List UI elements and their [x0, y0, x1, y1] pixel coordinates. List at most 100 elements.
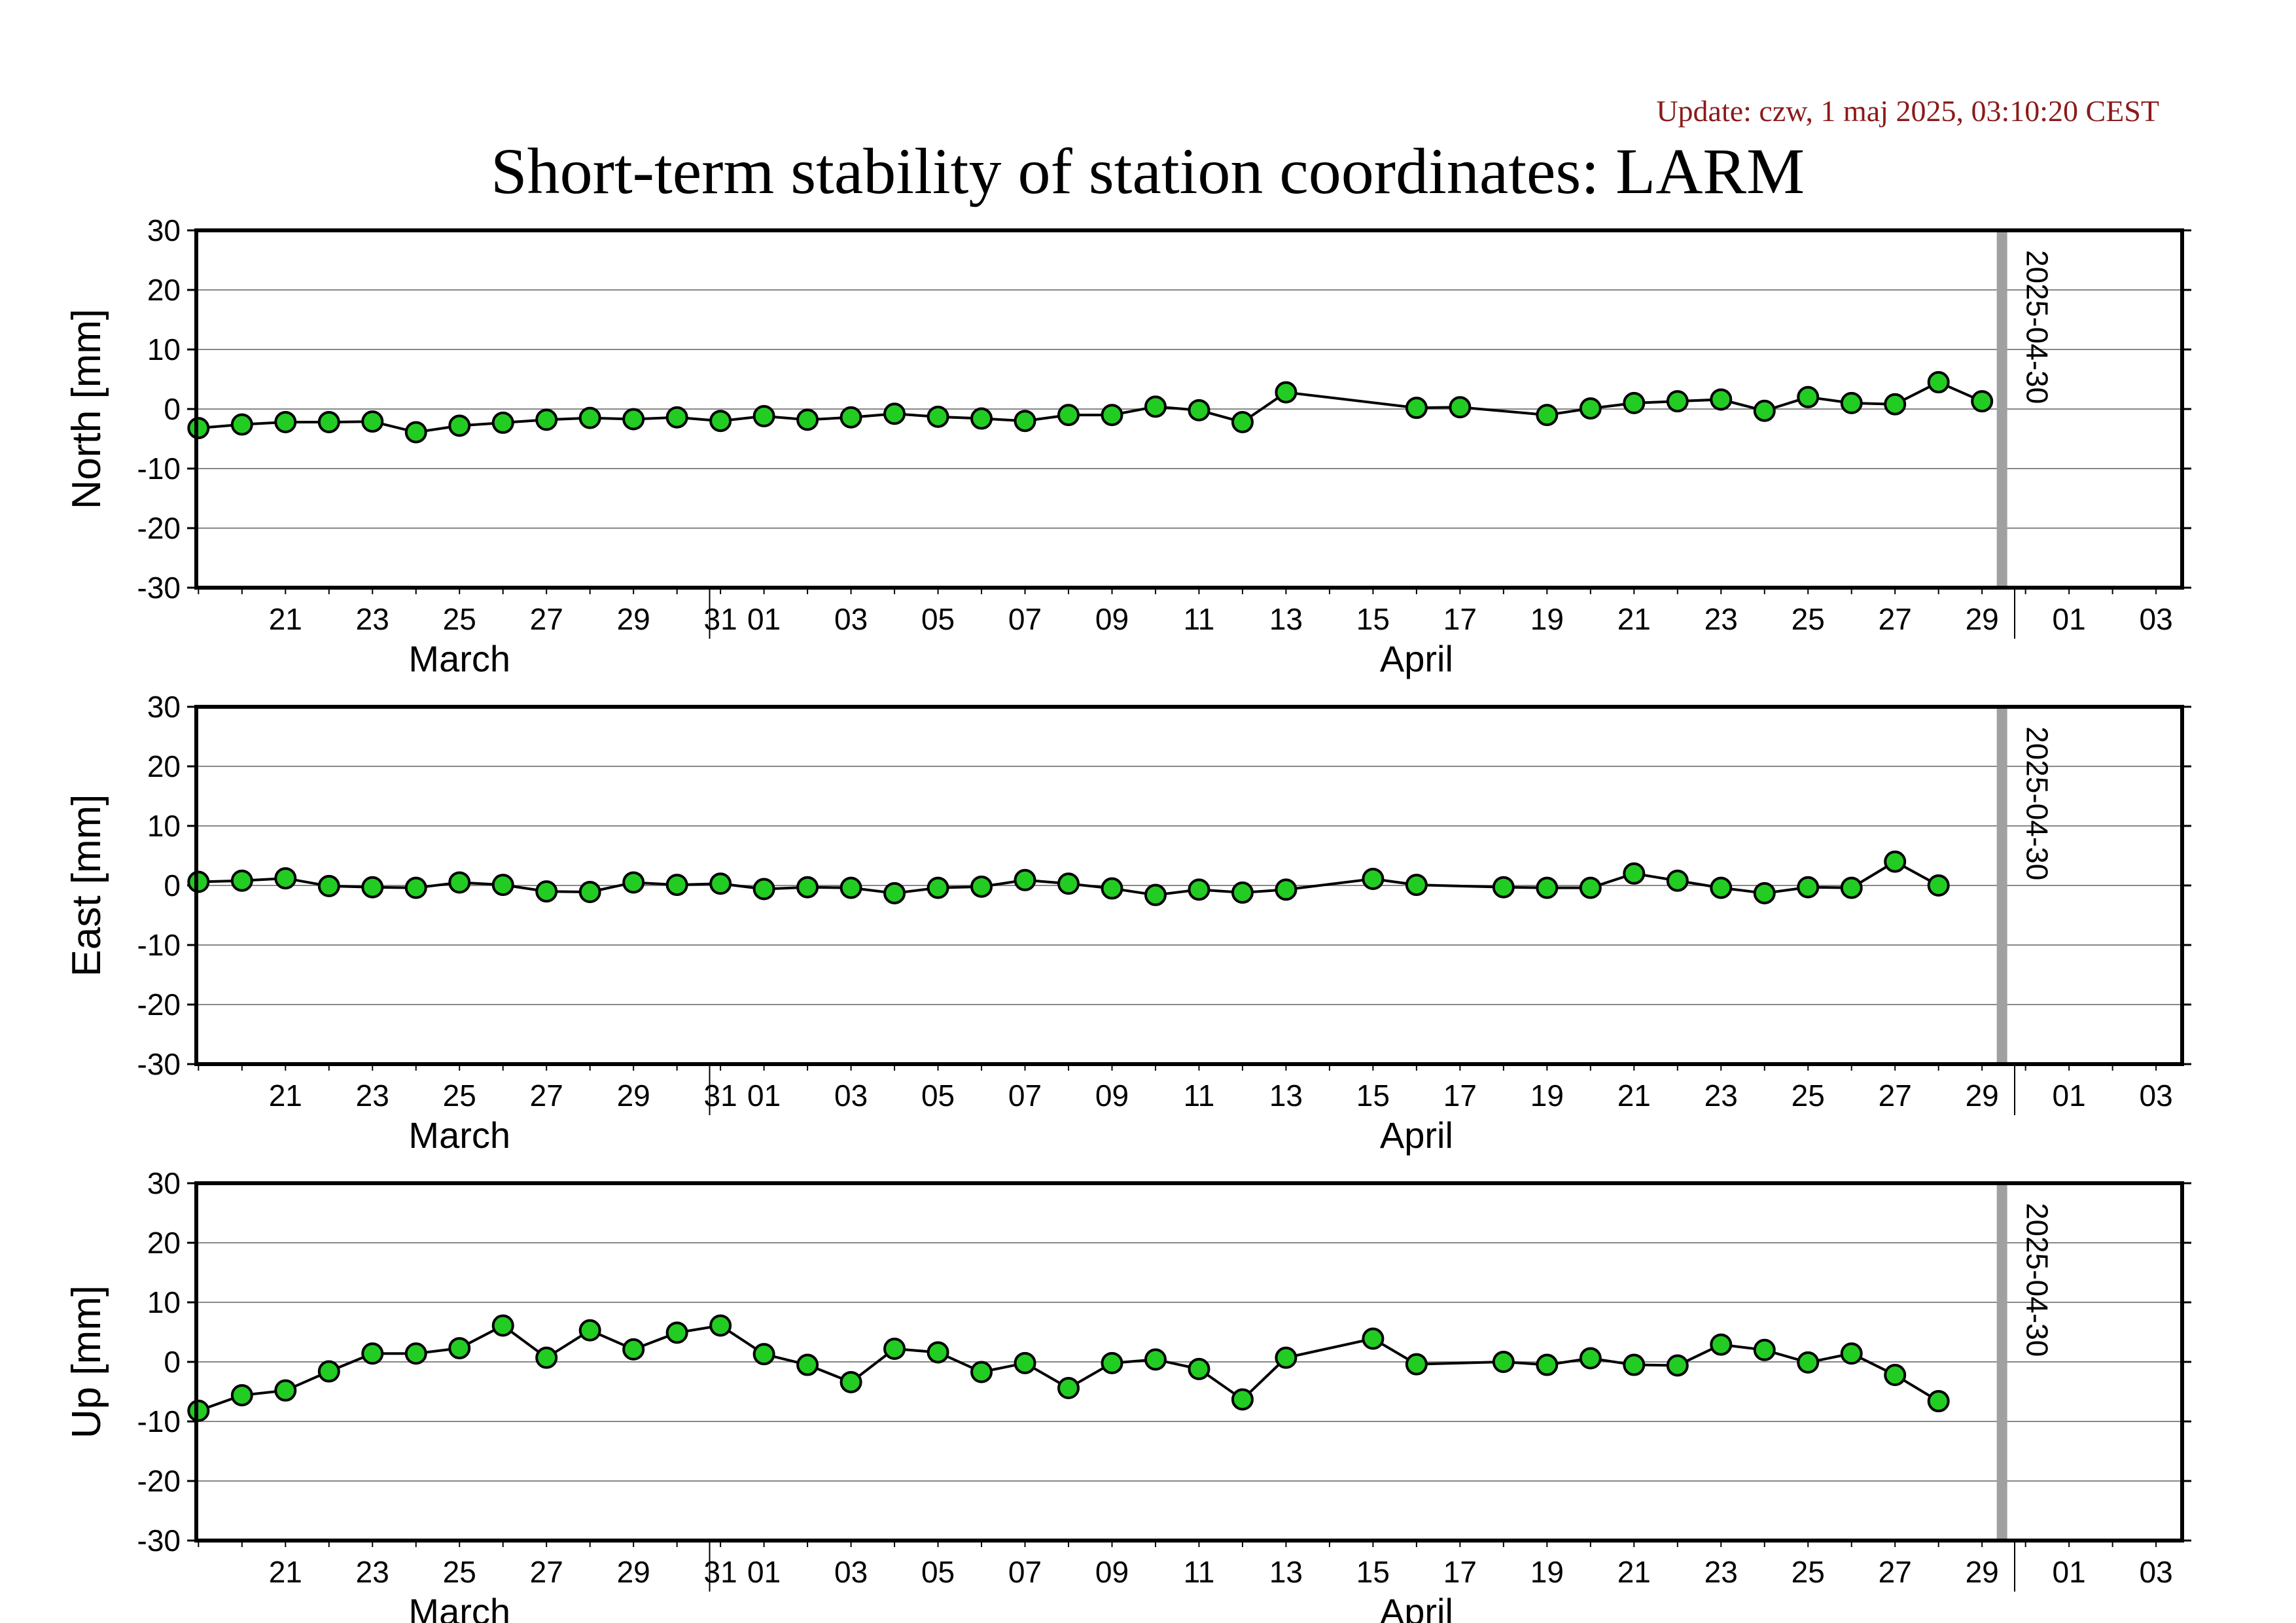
- data-point: [491, 874, 514, 897]
- data-point: [1536, 1353, 1559, 1376]
- x-tick-label: 13: [1269, 1079, 1303, 1113]
- data-point: [752, 878, 775, 901]
- x-tick-label: 25: [443, 1079, 476, 1113]
- data-point: [622, 1338, 645, 1361]
- data-point: [187, 870, 210, 893]
- y-tick-label: 20: [147, 1226, 181, 1260]
- x-tick-label: 17: [1443, 602, 1477, 636]
- data-point: [1057, 1377, 1080, 1400]
- y-tick-label: -30: [137, 571, 181, 605]
- data-point: [927, 405, 949, 428]
- data-point: [230, 869, 253, 892]
- data-point: [1710, 1333, 1733, 1356]
- x-tick-label: 01: [747, 1079, 781, 1113]
- x-tick-label: 11: [1184, 602, 1215, 636]
- x-tick-label: 21: [1617, 1079, 1651, 1113]
- x-tick-label: 29: [617, 602, 650, 636]
- x-tick-label: 03: [834, 1079, 868, 1113]
- y-tick-label: 0: [164, 392, 181, 426]
- data-point: [535, 408, 558, 431]
- data-point: [1275, 1346, 1298, 1369]
- data-point: [883, 1337, 906, 1360]
- y-tick-label: 10: [147, 1285, 181, 1319]
- data-point: [970, 407, 993, 430]
- data-point: [665, 406, 688, 429]
- data-point: [1231, 1388, 1254, 1411]
- data-point: [1536, 404, 1559, 427]
- date-marker-label: 2025-04-30: [2021, 726, 2055, 880]
- data-point: [1057, 404, 1080, 427]
- panel-frame: [194, 705, 2184, 1066]
- x-tick-label: 11: [1184, 1555, 1215, 1589]
- data-point: [970, 875, 993, 898]
- data-point: [927, 1341, 949, 1364]
- data-point: [1231, 411, 1254, 434]
- x-tick-label: 01: [2053, 602, 2086, 636]
- x-tick-label: 09: [1095, 1555, 1129, 1589]
- data-point: [927, 876, 949, 899]
- data-point: [796, 1353, 819, 1376]
- data-point: [1101, 404, 1123, 427]
- x-tick-label: 23: [1704, 1079, 1738, 1113]
- data-point: [1101, 1351, 1123, 1374]
- data-point: [491, 1314, 514, 1337]
- data-point: [622, 871, 645, 894]
- data-point: [1188, 878, 1210, 901]
- x-tick-label: 09: [1095, 602, 1129, 636]
- data-point: [448, 414, 471, 437]
- y-tick-label: 10: [147, 809, 181, 843]
- month-label: March: [408, 1591, 510, 1623]
- data-point: [1275, 878, 1298, 901]
- data-point: [796, 876, 819, 899]
- data-point: [274, 867, 297, 890]
- x-tick-label: 29: [617, 1079, 650, 1113]
- x-tick-label: 23: [1704, 602, 1738, 636]
- x-tick-label: 03: [834, 602, 868, 636]
- x-tick-label: 25: [1792, 602, 1825, 636]
- y-tick-label: 30: [147, 213, 181, 247]
- month-label: April: [1380, 638, 1453, 679]
- x-tick-label: 01: [747, 1555, 781, 1589]
- x-tick-label: 01: [2053, 1079, 2086, 1113]
- y-tick-label: -10: [137, 452, 181, 486]
- data-point: [752, 404, 775, 427]
- y-tick-label: -20: [137, 1464, 181, 1498]
- x-tick-label: 21: [269, 1555, 302, 1589]
- data-point: [1275, 381, 1298, 404]
- month-label: March: [408, 638, 510, 679]
- y-axis-label: East [mm]: [64, 794, 109, 976]
- x-tick-label: 23: [356, 1555, 389, 1589]
- x-tick-label: 15: [1356, 1079, 1390, 1113]
- x-tick-label: 21: [1617, 602, 1651, 636]
- data-point: [1753, 1338, 1776, 1361]
- y-tick-label: 0: [164, 1345, 181, 1379]
- x-tick-label: 31: [704, 602, 737, 636]
- data-point: [448, 871, 471, 894]
- y-tick-label: -20: [137, 988, 181, 1022]
- data-point: [752, 1343, 775, 1366]
- data-point: [1231, 881, 1254, 904]
- x-tick-label: 11: [1184, 1079, 1215, 1113]
- month-label: April: [1380, 1591, 1453, 1623]
- x-tick-label: 27: [1879, 1079, 1912, 1113]
- data-point: [1188, 1357, 1210, 1380]
- x-tick-label: 29: [1966, 602, 1999, 636]
- data-point: [839, 876, 862, 899]
- data-point: [839, 1370, 862, 1393]
- data-point: [1840, 391, 1863, 414]
- data-point: [1492, 876, 1515, 899]
- data-point: [361, 410, 384, 433]
- x-tick-label: 01: [2053, 1555, 2086, 1589]
- x-tick-label: 21: [269, 602, 302, 636]
- data-point: [1927, 371, 1950, 394]
- x-tick-label: 27: [1879, 602, 1912, 636]
- data-point: [1797, 385, 1820, 408]
- y-tick-label: -30: [137, 1524, 181, 1558]
- x-tick-label: 05: [921, 1555, 955, 1589]
- x-tick-label: 13: [1269, 602, 1303, 636]
- data-point: [1666, 1354, 1689, 1377]
- data-point: [404, 876, 427, 899]
